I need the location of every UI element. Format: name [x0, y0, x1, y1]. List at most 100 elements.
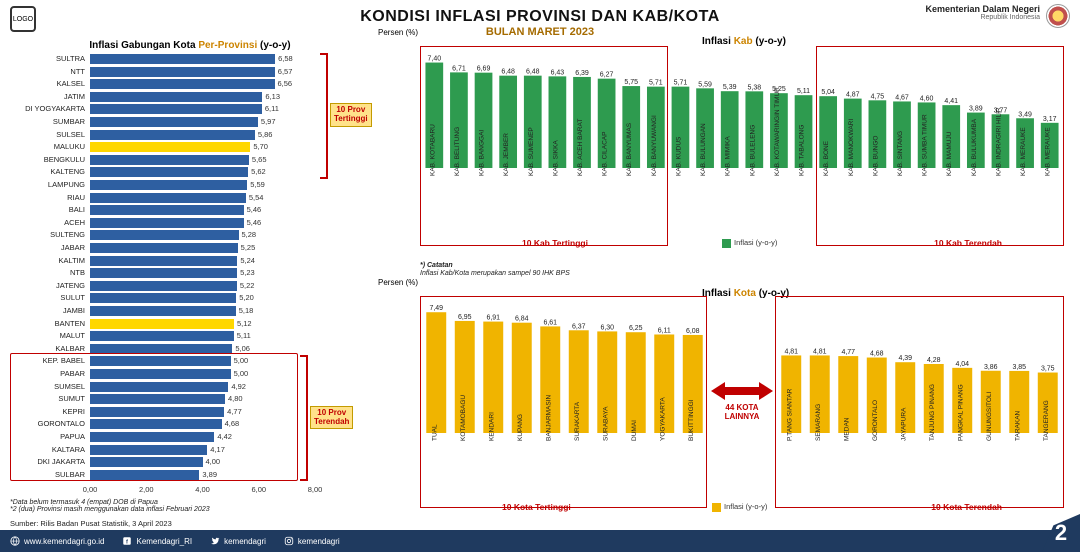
svg-text:3,49: 3,49	[1018, 111, 1032, 118]
prov-bar	[90, 117, 258, 127]
prov-label: GORONTALO	[10, 418, 88, 430]
prov-value: 4,77	[227, 406, 242, 418]
prov-value: 6,56	[278, 78, 293, 90]
prov-bar	[90, 130, 255, 140]
svg-text:TUAL: TUAL	[431, 424, 438, 441]
kota-ylabel: Persen (%)	[378, 278, 418, 287]
province-chart-title: Inflasi Gabungan Kota Per-Provinsi (y-o-…	[10, 40, 370, 51]
prov-value: 5,23	[240, 267, 255, 279]
prov-row: SUMSEL4,92	[10, 381, 370, 394]
svg-text:7,49: 7,49	[429, 305, 443, 312]
svg-text:KAB. MERAUKE: KAB. MERAUKE	[1045, 127, 1052, 176]
prov-label: MALUKU	[10, 141, 88, 153]
svg-text:4,39: 4,39	[898, 355, 912, 362]
prov-label: SULUT	[10, 292, 88, 304]
svg-text:KAB. BULUKUMBA: KAB. BULUKUMBA	[971, 118, 978, 176]
prov-bar	[90, 457, 203, 467]
prov-label: PAPUA	[10, 431, 88, 443]
prov-bar	[90, 67, 275, 77]
svg-text:6,48: 6,48	[526, 69, 540, 76]
prov-label: BENGKULU	[10, 154, 88, 166]
prov-row: SULSEL5,86	[10, 129, 370, 142]
kota-chart-panel: Persen (%) Inflasi Kota (y-o-y) 0,001,00…	[422, 290, 1062, 510]
prov-row: SULBAR3,89	[10, 469, 370, 482]
svg-text:JAYAPURA: JAYAPURA	[900, 407, 907, 441]
svg-text:5,04: 5,04	[821, 89, 835, 96]
svg-text:KOTAMOBAGU: KOTAMOBAGU	[460, 395, 467, 441]
prov-value: 4,80	[228, 393, 243, 405]
svg-text:3,75: 3,75	[1041, 366, 1055, 373]
prov-label: KALTENG	[10, 166, 88, 178]
svg-text:6,39: 6,39	[575, 70, 589, 77]
prov-row: SUMBAR5,97	[10, 116, 370, 129]
svg-text:4,87: 4,87	[846, 92, 860, 99]
prov-bar	[90, 218, 244, 228]
svg-text:5,75: 5,75	[624, 79, 638, 86]
page-title: KONDISI INFLASI PROVINSI DAN KAB/KOTA	[0, 8, 1080, 26]
prov-value: 6,57	[278, 66, 293, 78]
svg-text:6,95: 6,95	[458, 314, 472, 321]
prov-row: PAPUA4,42	[10, 431, 370, 444]
footer-ig: kemendagri	[284, 536, 340, 546]
svg-text:6,30: 6,30	[600, 324, 614, 331]
prov-label: SULBAR	[10, 469, 88, 481]
footer-tw: kemendagri	[210, 536, 266, 546]
svg-text:PANGKAL PINANG: PANGKAL PINANG	[957, 384, 964, 441]
prov-row: KALTIM5,24	[10, 255, 370, 268]
svg-text:6,91: 6,91	[486, 315, 500, 322]
prov-value: 5,25	[241, 242, 256, 254]
prov-value: 5,54	[249, 192, 264, 204]
prov-value: 5,86	[258, 129, 273, 141]
prov-value: 5,70	[253, 141, 268, 153]
svg-text:TARAKAN: TARAKAN	[1014, 410, 1021, 441]
prov-bar	[90, 419, 222, 429]
svg-text:6,48: 6,48	[501, 69, 515, 76]
page: LOGO KONDISI INFLASI PROVINSI DAN KAB/KO…	[0, 0, 1080, 552]
prov-value: 5,46	[247, 204, 262, 216]
svg-text:KAB. MAMUJU: KAB. MAMUJU	[946, 131, 953, 176]
svg-text:6,11: 6,11	[658, 327, 671, 334]
prov-value: 4,17	[210, 444, 225, 456]
prov-bar	[90, 92, 262, 102]
prov-row: RIAU5,54	[10, 192, 370, 205]
prov-bar	[90, 205, 244, 215]
svg-text:KAB. ACEH BARAT: KAB. ACEH BARAT	[577, 119, 584, 176]
svg-text:SEMARANG: SEMARANG	[815, 404, 822, 441]
svg-text:KAB. BANGGAI: KAB. BANGGAI	[479, 130, 486, 176]
svg-text:3,86: 3,86	[984, 364, 998, 371]
prov-bar	[90, 432, 214, 442]
prov-bar	[90, 319, 234, 329]
prov-value: 5,18	[239, 305, 254, 317]
svg-text:4,04: 4,04	[955, 361, 969, 368]
vertical-bar-chart: 0,001,002,003,004,005,006,007,008,007,40…	[422, 40, 1062, 240]
prov-row: MALUT5,11	[10, 330, 370, 343]
prov-row: JATENG5,22	[10, 280, 370, 293]
svg-text:KAB. SUMENEP: KAB. SUMENEP	[528, 127, 535, 176]
svg-text:4,41: 4,41	[944, 98, 958, 105]
svg-text:KAB. CILACAP: KAB. CILACAP	[602, 132, 609, 176]
svg-text:4,67: 4,67	[895, 94, 909, 101]
prov-row: JATIM6,13	[10, 91, 370, 104]
prov-row: KALTARA4,17	[10, 444, 370, 457]
prov-label: DI YOGYAKARTA	[10, 103, 88, 115]
prov-row: NTB5,23	[10, 267, 370, 280]
prov-bar	[90, 142, 250, 152]
kab-sub-right: 10 Kab Terendah	[934, 238, 1002, 248]
prov-bar	[90, 356, 231, 366]
svg-text:KAB. SUMBA TIMUR: KAB. SUMBA TIMUR	[922, 114, 929, 176]
svg-text:TANGERANG: TANGERANG	[1043, 400, 1050, 441]
kota-chart-title: Inflasi Kota (y-o-y)	[702, 288, 789, 299]
svg-text:KAB. BUNGO: KAB. BUNGO	[872, 136, 879, 176]
svg-text:6,27: 6,27	[600, 72, 614, 79]
prov-value: 4,92	[231, 381, 246, 393]
kota-title-accent: Kota	[734, 288, 756, 299]
brace-top-label: 10 ProvTertinggi	[330, 103, 372, 127]
prov-bar	[90, 382, 228, 392]
prov-row: KALTENG5,62	[10, 166, 370, 179]
svg-text:4,28: 4,28	[927, 357, 941, 364]
svg-text:6,84: 6,84	[515, 316, 529, 323]
svg-text:MEDAN: MEDAN	[843, 417, 850, 441]
svg-text:KAB. MERAUKE: KAB. MERAUKE	[1020, 127, 1027, 176]
prov-label: BANTEN	[10, 318, 88, 330]
prov-row: KALSEL6,56	[10, 78, 370, 91]
